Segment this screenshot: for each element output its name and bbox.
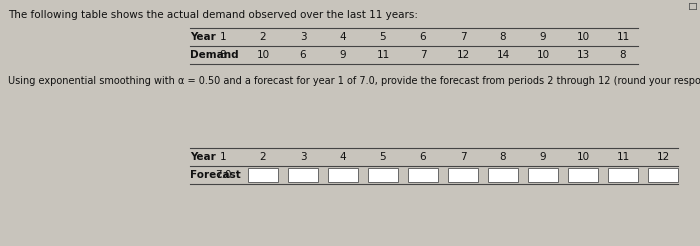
Bar [528,168,558,182]
Bar [288,168,318,182]
Text: 5: 5 [379,152,386,162]
Text: Demand: Demand [190,50,239,60]
Text: 6: 6 [420,152,426,162]
Text: 8: 8 [220,50,226,60]
Text: 11: 11 [617,152,629,162]
Text: Year: Year [190,152,216,162]
Text: Forecast: Forecast [190,170,241,180]
Text: 8: 8 [620,50,626,60]
Text: 4: 4 [340,152,346,162]
Text: 7: 7 [460,32,466,42]
Text: 9: 9 [540,152,546,162]
Text: 2: 2 [260,32,266,42]
Bar [488,168,518,182]
Text: 11: 11 [617,32,629,42]
Text: 8: 8 [500,152,506,162]
Text: 9: 9 [540,32,546,42]
Text: 3: 3 [300,32,307,42]
Text: 10: 10 [256,50,270,60]
Text: 11: 11 [377,50,390,60]
Text: 7: 7 [460,152,466,162]
Bar [328,168,358,182]
Text: 2: 2 [260,152,266,162]
Bar [448,168,478,182]
Text: 3: 3 [300,152,307,162]
Text: 7.0: 7.0 [215,170,231,180]
Text: 13: 13 [576,50,589,60]
Text: 10: 10 [576,32,589,42]
Bar [248,168,278,182]
Text: 6: 6 [300,50,307,60]
Text: 9: 9 [340,50,346,60]
Text: Year: Year [190,32,216,42]
Text: 8: 8 [500,32,506,42]
Text: The following table shows the actual demand observed over the last 11 years:: The following table shows the actual dem… [8,10,418,20]
Text: 6: 6 [420,32,426,42]
Text: 1: 1 [220,152,226,162]
Text: 5: 5 [379,32,386,42]
Text: Using exponential smoothing with α = 0.50 and a forecast for year 1 of 7.0, prov: Using exponential smoothing with α = 0.5… [8,76,700,86]
Text: 10: 10 [576,152,589,162]
Bar [608,168,638,182]
Bar [368,168,398,182]
Bar [408,168,438,182]
Text: 4: 4 [340,32,346,42]
Text: 14: 14 [496,50,510,60]
Text: 7: 7 [420,50,426,60]
Bar [648,168,678,182]
Bar [568,168,598,182]
Text: 10: 10 [536,50,550,60]
Text: 12: 12 [657,152,670,162]
Text: 1: 1 [220,32,226,42]
Text: 12: 12 [456,50,470,60]
